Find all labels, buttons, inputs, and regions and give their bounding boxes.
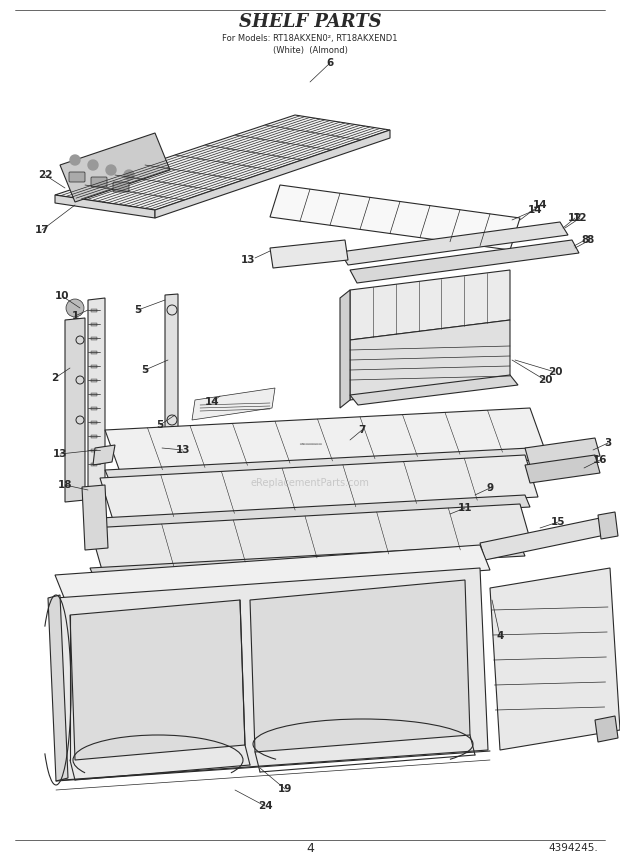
Text: 14: 14: [528, 205, 542, 215]
Bar: [91, 337, 97, 340]
Polygon shape: [525, 438, 600, 466]
Text: eReplacementParts.com: eReplacementParts.com: [250, 478, 370, 488]
Text: 14: 14: [205, 397, 219, 407]
Text: 9: 9: [487, 483, 494, 493]
Bar: [91, 449, 97, 452]
Text: 17: 17: [35, 225, 50, 235]
Polygon shape: [55, 115, 390, 210]
Text: 13: 13: [175, 445, 190, 455]
Text: 7: 7: [358, 425, 366, 435]
Bar: [91, 407, 97, 410]
Polygon shape: [55, 545, 490, 600]
Text: 14: 14: [533, 200, 547, 210]
Text: 4: 4: [306, 841, 314, 854]
Text: 2: 2: [51, 373, 59, 383]
Text: 6: 6: [326, 58, 334, 68]
Polygon shape: [270, 240, 348, 268]
Text: 16: 16: [593, 455, 607, 465]
Text: 8: 8: [582, 235, 588, 245]
Polygon shape: [82, 485, 108, 550]
Circle shape: [88, 160, 98, 170]
Polygon shape: [55, 195, 155, 218]
Polygon shape: [350, 270, 510, 340]
Circle shape: [106, 165, 116, 175]
Polygon shape: [105, 448, 535, 482]
Text: 20: 20: [538, 375, 552, 385]
Text: 4394245.: 4394245.: [548, 843, 598, 853]
Text: 10: 10: [55, 291, 69, 301]
Text: 19: 19: [278, 784, 292, 794]
Text: 12: 12: [568, 213, 582, 223]
Polygon shape: [48, 595, 68, 781]
Text: 24: 24: [258, 801, 272, 811]
FancyBboxPatch shape: [91, 177, 107, 187]
Text: 4: 4: [497, 631, 503, 641]
Polygon shape: [340, 290, 350, 408]
Polygon shape: [192, 388, 275, 420]
Polygon shape: [250, 580, 470, 752]
Polygon shape: [90, 544, 525, 580]
Bar: [91, 309, 97, 312]
Polygon shape: [598, 512, 618, 539]
Bar: [91, 323, 97, 326]
Text: 13: 13: [241, 255, 255, 265]
Polygon shape: [350, 240, 579, 283]
Polygon shape: [480, 518, 605, 560]
Text: SHELF PARTS: SHELF PARTS: [239, 13, 381, 31]
Text: 11: 11: [458, 503, 472, 513]
Polygon shape: [93, 445, 115, 465]
Polygon shape: [350, 320, 510, 400]
Circle shape: [70, 155, 80, 165]
Text: (White)  (Almond): (White) (Almond): [273, 45, 347, 55]
Text: 22: 22: [38, 170, 52, 180]
Polygon shape: [595, 716, 618, 742]
Text: 1: 1: [71, 311, 79, 321]
Bar: [91, 379, 97, 382]
Bar: [91, 351, 97, 354]
Bar: [91, 435, 97, 438]
Bar: [91, 421, 97, 424]
Polygon shape: [105, 408, 545, 472]
Polygon shape: [55, 568, 488, 780]
Polygon shape: [65, 318, 85, 502]
Text: 13: 13: [53, 449, 67, 459]
Polygon shape: [340, 222, 568, 265]
Polygon shape: [70, 600, 245, 760]
Text: 5: 5: [135, 305, 141, 315]
Text: 5: 5: [156, 420, 164, 430]
Bar: [91, 365, 97, 368]
Polygon shape: [155, 130, 390, 218]
Polygon shape: [90, 504, 532, 570]
Polygon shape: [88, 298, 105, 492]
Polygon shape: [490, 568, 620, 750]
Text: 3: 3: [604, 438, 611, 448]
Text: 18: 18: [58, 480, 73, 490]
Circle shape: [66, 299, 84, 317]
Polygon shape: [60, 133, 170, 202]
Text: 20: 20: [547, 367, 562, 377]
Text: 8: 8: [587, 235, 593, 245]
Polygon shape: [350, 375, 518, 405]
Text: For Models: RT18AKXEN0², RT18AKXEND1: For Models: RT18AKXEN0², RT18AKXEND1: [222, 33, 398, 43]
Circle shape: [124, 170, 134, 180]
Text: ═══════: ═══════: [299, 443, 321, 448]
Polygon shape: [100, 495, 530, 530]
Bar: [91, 393, 97, 396]
Text: 12: 12: [573, 213, 587, 223]
FancyBboxPatch shape: [69, 172, 85, 182]
Text: 15: 15: [551, 517, 565, 527]
Polygon shape: [100, 455, 538, 520]
FancyBboxPatch shape: [113, 182, 129, 192]
Polygon shape: [165, 294, 178, 441]
Text: 5: 5: [141, 365, 149, 375]
Polygon shape: [525, 455, 600, 483]
Bar: [91, 463, 97, 466]
Polygon shape: [270, 185, 520, 250]
